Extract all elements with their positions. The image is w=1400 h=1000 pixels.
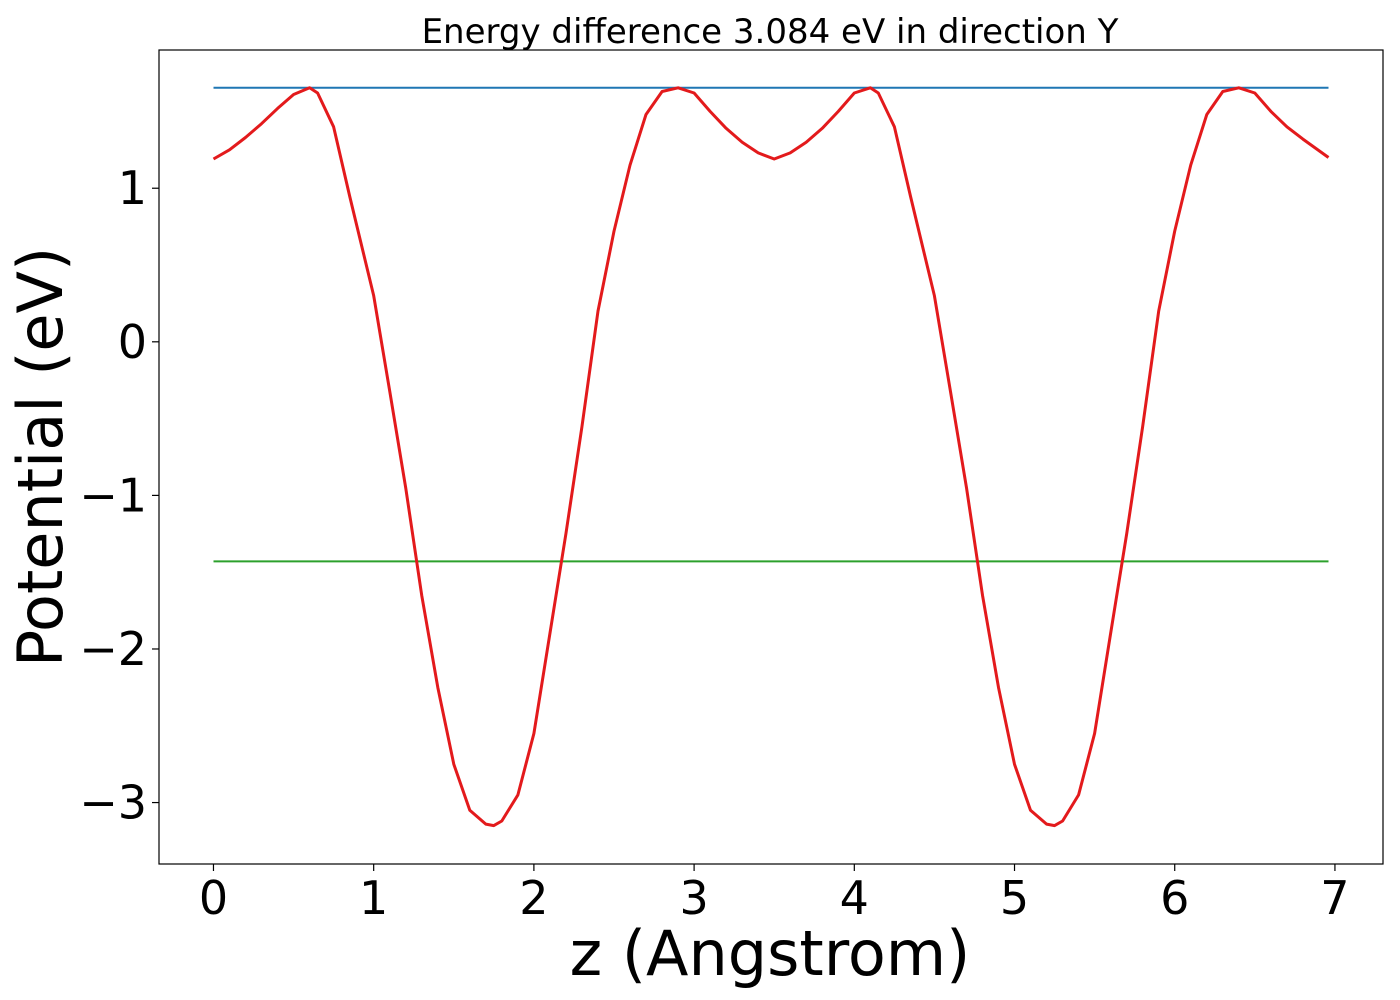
y-tick-label: −1: [79, 468, 147, 522]
x-tick-label: 5: [1000, 871, 1029, 925]
x-tick-label: 2: [519, 871, 548, 925]
y-tick-label: −3: [79, 776, 147, 830]
y-tick-label: 1: [118, 161, 147, 215]
x-tick-label: 3: [679, 871, 708, 925]
y-tick-label: −2: [79, 622, 147, 676]
y-tick-label: 0: [118, 315, 147, 369]
x-axis-label: z (Angstrom): [570, 917, 971, 990]
series-line-2: [212, 86, 1330, 828]
plot-frame: [158, 49, 1384, 865]
y-axis: 1 0 −1 −2 −3: [79, 161, 159, 830]
y-axis-label: Potential (eV): [4, 247, 77, 667]
x-axis: 0 1 2 3 4 5 6 7: [199, 864, 1350, 925]
chart-title: Energy difference 3.084 eV in direction …: [422, 12, 1119, 52]
x-tick-label: 7: [1320, 871, 1349, 925]
x-tick-label: 0: [199, 871, 228, 925]
x-tick-label: 4: [840, 871, 869, 925]
x-tick-label: 6: [1160, 871, 1189, 925]
series-layer: [212, 86, 1330, 828]
x-tick-label: 1: [359, 871, 388, 925]
